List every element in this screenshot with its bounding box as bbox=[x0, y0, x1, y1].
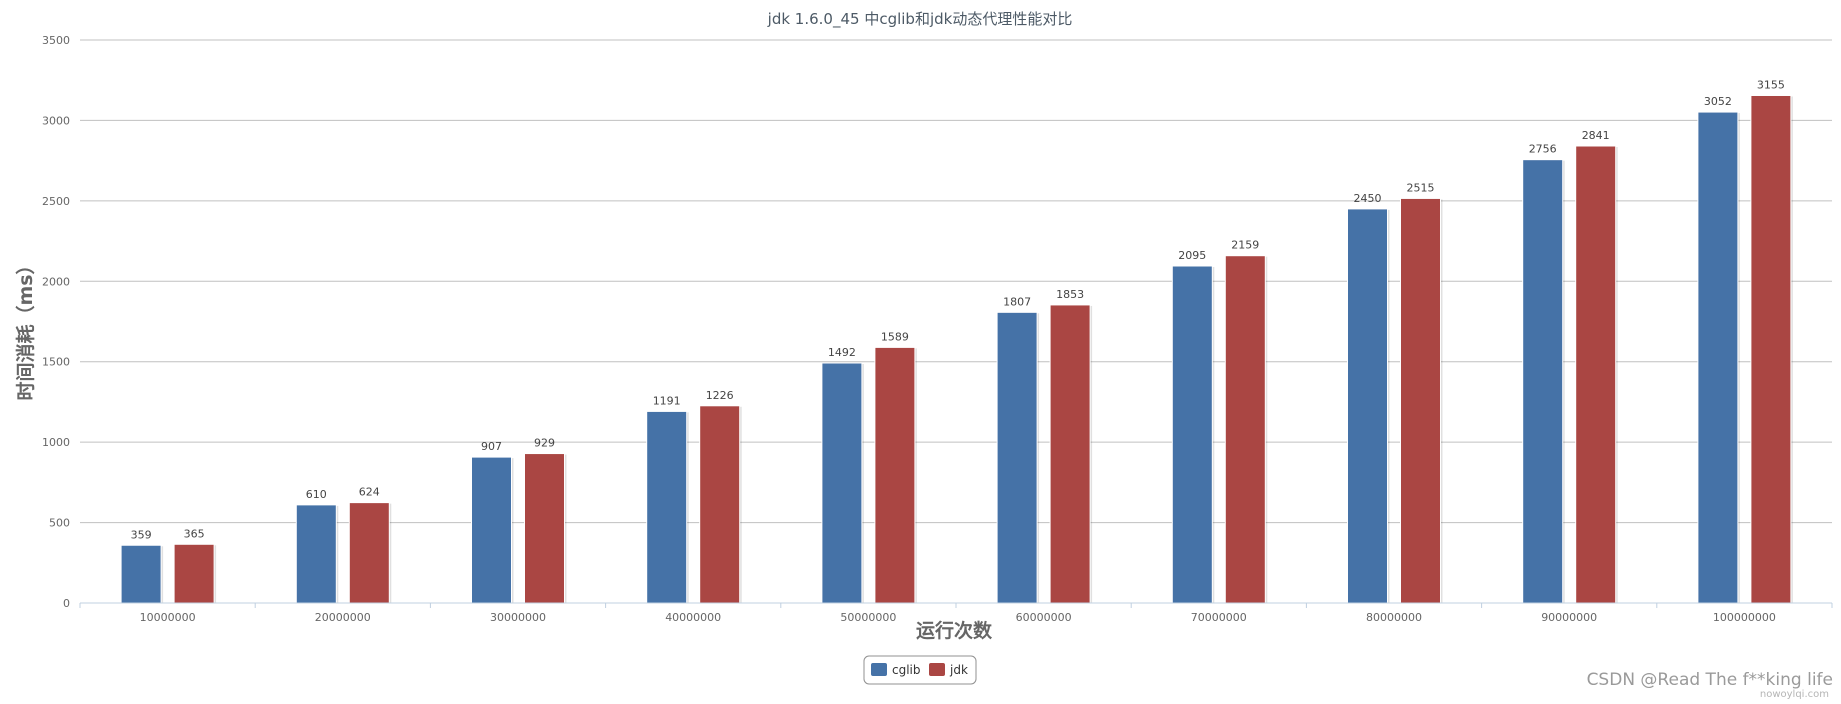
bar-jdk[interactable] bbox=[874, 346, 916, 604]
x-tick-label: 10000000 bbox=[140, 611, 196, 624]
data-label: 907 bbox=[481, 440, 502, 453]
bar-jdk[interactable] bbox=[1575, 145, 1617, 604]
legend: cglib jdk bbox=[863, 655, 977, 685]
x-tick-label: 50000000 bbox=[840, 611, 896, 624]
data-label: 1589 bbox=[881, 330, 909, 343]
x-axis-title: 运行次数 bbox=[916, 619, 993, 642]
y-tick-label: 2000 bbox=[42, 275, 70, 288]
x-tick-label: 70000000 bbox=[1191, 611, 1247, 624]
data-label: 2159 bbox=[1231, 239, 1259, 252]
bar-cglib[interactable] bbox=[1697, 111, 1739, 604]
data-label: 610 bbox=[306, 488, 327, 501]
data-label: 359 bbox=[131, 528, 152, 541]
data-label: 1853 bbox=[1056, 288, 1084, 301]
x-tick-label: 20000000 bbox=[315, 611, 371, 624]
x-tick-label: 90000000 bbox=[1541, 611, 1597, 624]
data-label: 2841 bbox=[1582, 129, 1610, 142]
bar-cglib[interactable] bbox=[646, 410, 688, 604]
y-tick-label: 500 bbox=[49, 517, 70, 530]
bar-cglib[interactable] bbox=[120, 544, 162, 604]
data-label: 929 bbox=[534, 437, 555, 450]
chart-title: jdk 1.6.0_45 中cglib和jdk动态代理性能对比 bbox=[767, 10, 1073, 29]
bars bbox=[120, 94, 1793, 604]
legend-label-cglib[interactable]: cglib bbox=[892, 663, 921, 677]
watermark-subtext: nowoylqi.com bbox=[1759, 689, 1829, 700]
data-label: 2450 bbox=[1354, 192, 1382, 205]
x-tick-label: 80000000 bbox=[1366, 611, 1422, 624]
legend-swatch-cglib[interactable] bbox=[871, 663, 887, 676]
watermark-text: CSDN @Read The f**king life bbox=[1586, 670, 1833, 690]
x-tick-label: 30000000 bbox=[490, 611, 546, 624]
x-tick-label: 60000000 bbox=[1016, 611, 1072, 624]
y-tick-label: 1000 bbox=[42, 436, 70, 449]
data-label: 1226 bbox=[706, 389, 734, 402]
y-axis-title: 时间消耗（ms） bbox=[14, 255, 37, 400]
y-tick-label: 3000 bbox=[42, 114, 70, 127]
y-tick-label: 1500 bbox=[42, 356, 70, 369]
bar-cglib[interactable] bbox=[1347, 208, 1388, 604]
data-label: 3155 bbox=[1757, 78, 1785, 91]
y-tick-label: 2500 bbox=[42, 195, 70, 208]
y-tick-label: 3500 bbox=[42, 34, 70, 47]
bar-cglib[interactable] bbox=[295, 504, 337, 604]
grid-lines bbox=[80, 39, 1832, 524]
bar-jdk[interactable] bbox=[699, 405, 741, 604]
bar-cglib[interactable] bbox=[471, 456, 512, 604]
bar-jdk[interactable] bbox=[348, 502, 390, 604]
data-label: 1807 bbox=[1003, 295, 1031, 308]
data-label: 624 bbox=[359, 486, 380, 499]
data-label: 2095 bbox=[1178, 249, 1206, 262]
data-labels: 359 610 907 1191 1492 1807 2095 2450 2756 3052 365… bbox=[131, 78, 1785, 541]
y-tick-label: 0 bbox=[63, 597, 70, 610]
bar-jdk[interactable] bbox=[1750, 94, 1792, 604]
data-label: 1492 bbox=[828, 346, 856, 359]
bar-jdk[interactable] bbox=[1400, 197, 1441, 604]
bar-cglib[interactable] bbox=[996, 311, 1038, 604]
bar-jdk[interactable] bbox=[1049, 304, 1091, 604]
bar-jdk[interactable] bbox=[173, 543, 215, 604]
bar-cglib[interactable] bbox=[1171, 265, 1213, 604]
data-label: 365 bbox=[184, 527, 205, 540]
axes: 0 500 1000 1500 2000 2500 3000 3500 10000000 2000… bbox=[42, 34, 1833, 624]
data-label: 2756 bbox=[1529, 143, 1557, 156]
bar-cglib[interactable] bbox=[1522, 159, 1564, 604]
x-tick-label: 40000000 bbox=[665, 611, 721, 624]
legend-box bbox=[863, 655, 977, 685]
data-label: 3052 bbox=[1704, 95, 1732, 108]
data-label: 1191 bbox=[653, 394, 681, 407]
data-label: 2515 bbox=[1407, 181, 1435, 194]
legend-label-jdk[interactable]: jdk bbox=[949, 663, 968, 677]
bar-cglib[interactable] bbox=[821, 362, 863, 604]
bar-jdk[interactable] bbox=[1224, 255, 1266, 604]
legend-swatch-jdk[interactable] bbox=[929, 663, 945, 676]
x-tick-label: 100000000 bbox=[1713, 611, 1776, 624]
bar-jdk[interactable] bbox=[524, 453, 565, 604]
